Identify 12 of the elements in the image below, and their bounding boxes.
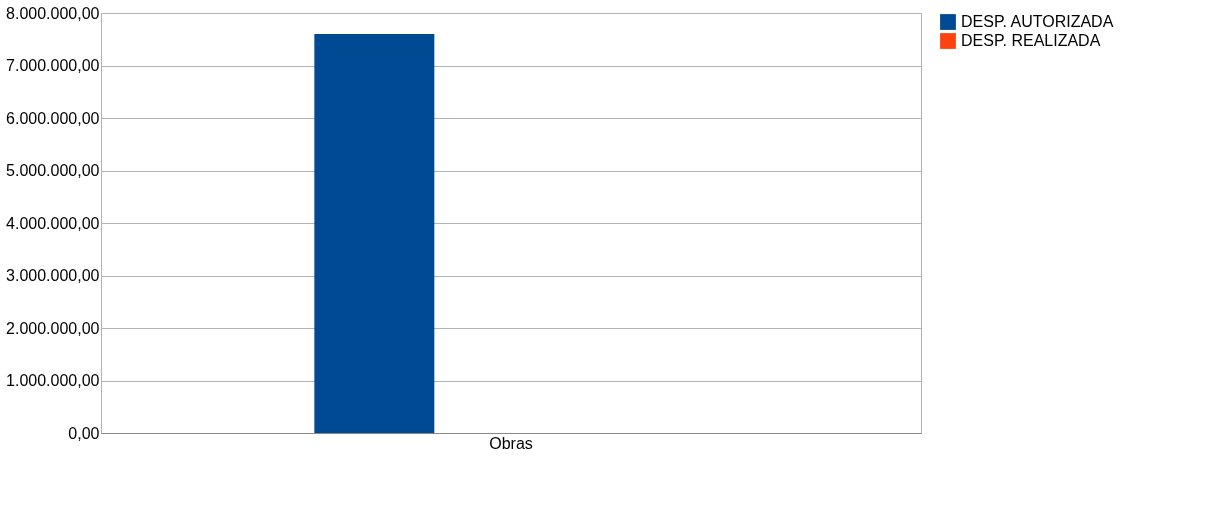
y-tick-label: 0,00 — [68, 424, 100, 442]
y-tick-label: 7.000.000,00 — [6, 57, 100, 74]
y-tick-label: 3.000.000,00 — [6, 267, 100, 284]
x-tick-label: Obras — [489, 434, 533, 452]
y-tick-label: 5.000.000,00 — [6, 162, 100, 179]
y-tick-label: 4.000.000,00 — [6, 214, 100, 232]
y-tick-label: 8.000.000,00 — [6, 4, 100, 22]
y-tick-label: 2.000.000,00 — [6, 319, 100, 337]
legend-label: DESP. AUTORIZADA — [961, 13, 1114, 30]
legend-label: DESP. REALIZADA — [961, 32, 1101, 49]
y-tick-label: 1.000.000,00 — [6, 372, 100, 389]
y-tick-label: 6.000.000,00 — [6, 109, 100, 127]
